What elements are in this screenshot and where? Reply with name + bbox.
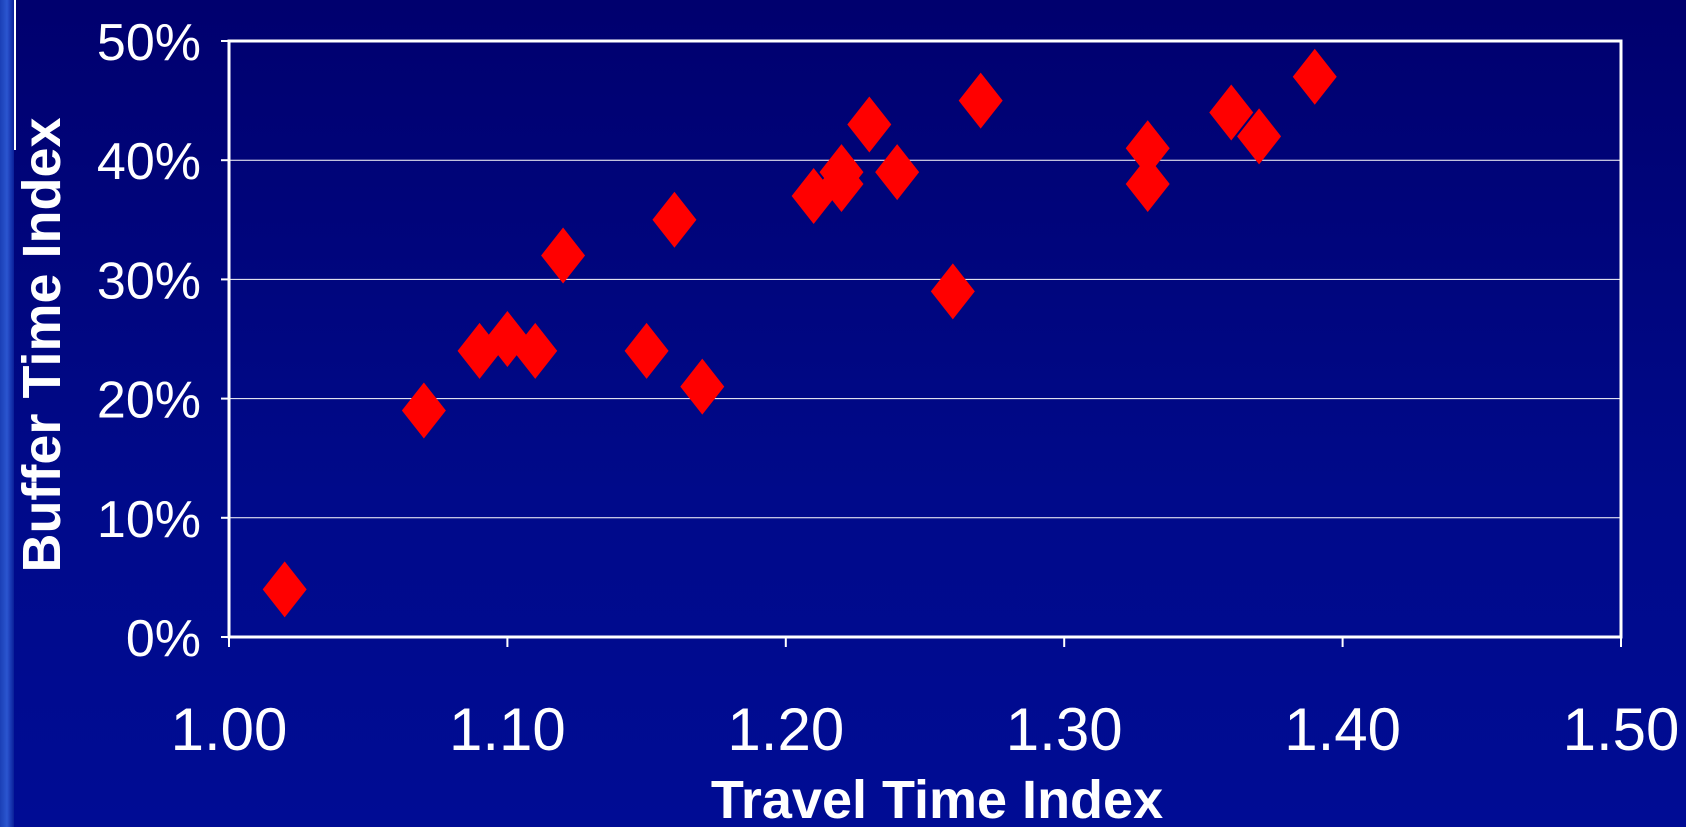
y-tick-label: 40% [97, 133, 201, 191]
x-axis-ticks: 1.00 1.10 1.20 1.30 1.40 1.50 [171, 637, 1680, 763]
y-axis-title: Buffer Time Index [12, 117, 72, 572]
data-point-diamond [513, 322, 558, 379]
y-tick-label: 0% [126, 610, 201, 668]
data-point-diamond [541, 227, 586, 284]
data-point-diamond [958, 72, 1003, 129]
y-axis-ticks: 0% 10% 20% 30% 40% 50% [97, 14, 229, 668]
data-point-diamond [875, 144, 920, 201]
data-point-diamond [1125, 156, 1170, 213]
gridlines [229, 159, 1621, 519]
data-point-diamond [1292, 48, 1337, 105]
slide-edge-strip [0, 0, 14, 827]
x-tick-label: 1.10 [449, 696, 566, 763]
slide-edge-line [14, 0, 16, 150]
data-point-diamond [401, 382, 446, 439]
x-axis-title: Travel Time Index [711, 770, 1163, 827]
data-point-diamond [1209, 84, 1254, 141]
data-point-diamond [485, 311, 530, 367]
data-point-diamond [652, 191, 697, 248]
plot-area-border [227, 39, 1623, 639]
y-tick-label: 50% [97, 14, 201, 72]
x-tick-label: 1.50 [1563, 696, 1680, 763]
x-tick-label: 1.40 [1284, 696, 1401, 763]
x-tick-label: 1.20 [727, 696, 844, 763]
data-point-diamond [1237, 108, 1282, 165]
data-point-diamond [262, 561, 307, 618]
data-point-diamond [624, 322, 669, 379]
x-tick-label: 1.00 [171, 696, 288, 763]
x-tick-label: 1.30 [1006, 696, 1123, 763]
y-tick-label: 20% [97, 372, 201, 430]
data-point-diamond [930, 263, 975, 320]
data-points [262, 48, 1337, 618]
data-point-diamond [1125, 120, 1170, 177]
data-point-diamond [680, 358, 725, 415]
y-tick-label: 10% [97, 491, 201, 549]
data-point-diamond [847, 96, 892, 153]
data-point-diamond [819, 144, 864, 201]
y-tick-label: 30% [97, 252, 201, 310]
